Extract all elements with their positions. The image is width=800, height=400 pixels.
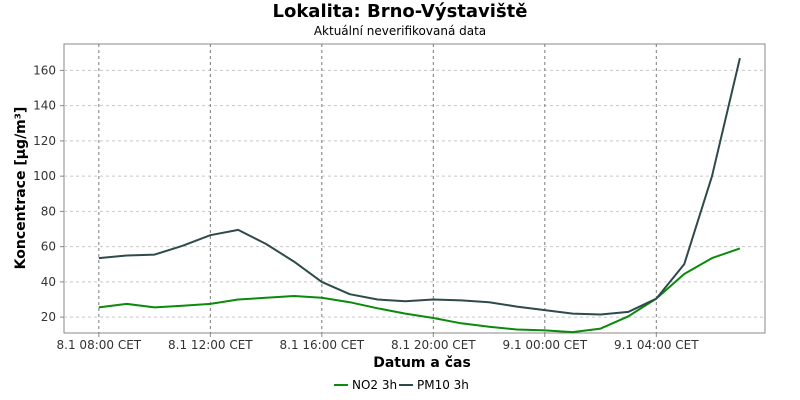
series-line-pm10-3h: [98, 57, 741, 316]
x-axis-title: Datum a čas: [373, 355, 471, 371]
y-tick-label: 160: [33, 63, 56, 77]
series-layer: [98, 57, 741, 334]
x-tick-label: 8.1 16:00 CET: [280, 338, 365, 352]
chart-title: Lokalita: Brno-Výstaviště: [272, 1, 527, 22]
y-tick-label: 140: [33, 99, 56, 113]
chart-subtitle: Aktuální neverifikovaná data: [314, 24, 486, 38]
x-tick-label: 9.1 00:00 CET: [503, 338, 588, 352]
x-tick-label: 9.1 04:00 CET: [614, 338, 699, 352]
y-tick-label: 40: [41, 275, 56, 289]
legend: NO2 3h PM10 3h: [334, 378, 469, 392]
axis-layer: 20 40 60 80 100 120 140 160 8.1 08:00 CET 8.1 12:…: [33, 63, 699, 352]
y-tick-label: 120: [33, 134, 56, 148]
plot-area: [63, 43, 766, 334]
x-tick-label: 8.1 08:00 CET: [57, 338, 142, 352]
y-axis-title: Koncentrace [µg/m³]: [13, 107, 29, 270]
legend-label: PM10 3h: [417, 378, 469, 392]
legend-label: NO2 3h: [352, 378, 397, 392]
x-tick-label: 8.1 20:00 CET: [391, 338, 476, 352]
y-tick-label: 60: [41, 240, 56, 254]
x-tick-label: 8.1 12:00 CET: [168, 338, 253, 352]
y-tick-label: 80: [41, 204, 56, 218]
series-line-no2-3h: [98, 247, 741, 334]
y-tick-label: 20: [41, 310, 56, 324]
y-tick-label: 100: [33, 169, 56, 183]
